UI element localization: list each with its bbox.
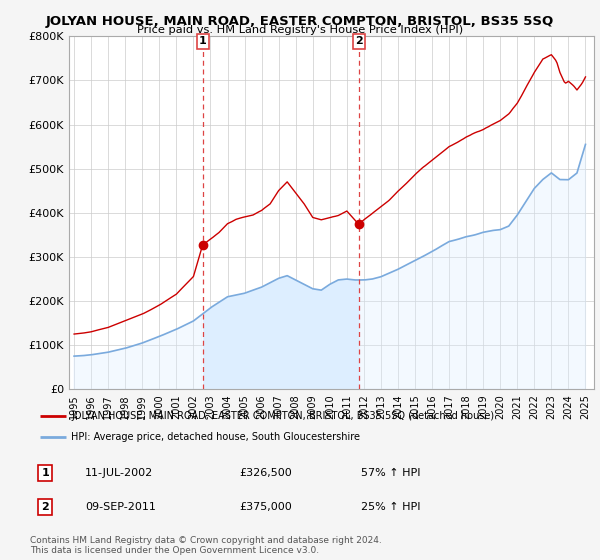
Text: JOLYAN HOUSE, MAIN ROAD, EASTER COMPTON, BRISTOL, BS35 5SQ (detached house): JOLYAN HOUSE, MAIN ROAD, EASTER COMPTON,… (71, 411, 494, 421)
Text: £375,000: £375,000 (240, 502, 293, 512)
Text: 2: 2 (41, 502, 49, 512)
Text: Contains HM Land Registry data © Crown copyright and database right 2024.: Contains HM Land Registry data © Crown c… (30, 536, 382, 545)
Text: Price paid vs. HM Land Registry's House Price Index (HPI): Price paid vs. HM Land Registry's House … (137, 25, 463, 35)
Text: 57% ↑ HPI: 57% ↑ HPI (361, 468, 421, 478)
Text: 1: 1 (199, 36, 206, 46)
Text: JOLYAN HOUSE, MAIN ROAD, EASTER COMPTON, BRISTOL, BS35 5SQ: JOLYAN HOUSE, MAIN ROAD, EASTER COMPTON,… (46, 15, 554, 27)
Text: 11-JUL-2002: 11-JUL-2002 (85, 468, 154, 478)
Text: 1: 1 (41, 468, 49, 478)
Text: This data is licensed under the Open Government Licence v3.0.: This data is licensed under the Open Gov… (30, 546, 319, 555)
Text: HPI: Average price, detached house, South Gloucestershire: HPI: Average price, detached house, Sout… (71, 432, 361, 442)
Text: 09-SEP-2011: 09-SEP-2011 (85, 502, 156, 512)
Text: £326,500: £326,500 (240, 468, 293, 478)
Text: 2: 2 (355, 36, 362, 46)
Text: 25% ↑ HPI: 25% ↑ HPI (361, 502, 421, 512)
